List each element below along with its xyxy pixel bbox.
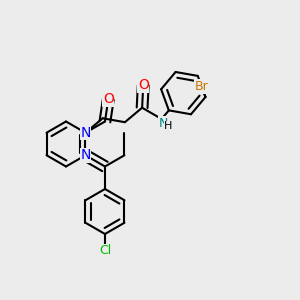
Text: O: O xyxy=(138,78,149,92)
Text: N: N xyxy=(80,148,91,162)
Text: Br: Br xyxy=(195,80,208,93)
Text: N: N xyxy=(80,126,91,140)
Text: O: O xyxy=(103,92,114,106)
Text: H: H xyxy=(164,122,172,131)
Text: N: N xyxy=(158,117,168,130)
Text: Cl: Cl xyxy=(99,244,111,257)
